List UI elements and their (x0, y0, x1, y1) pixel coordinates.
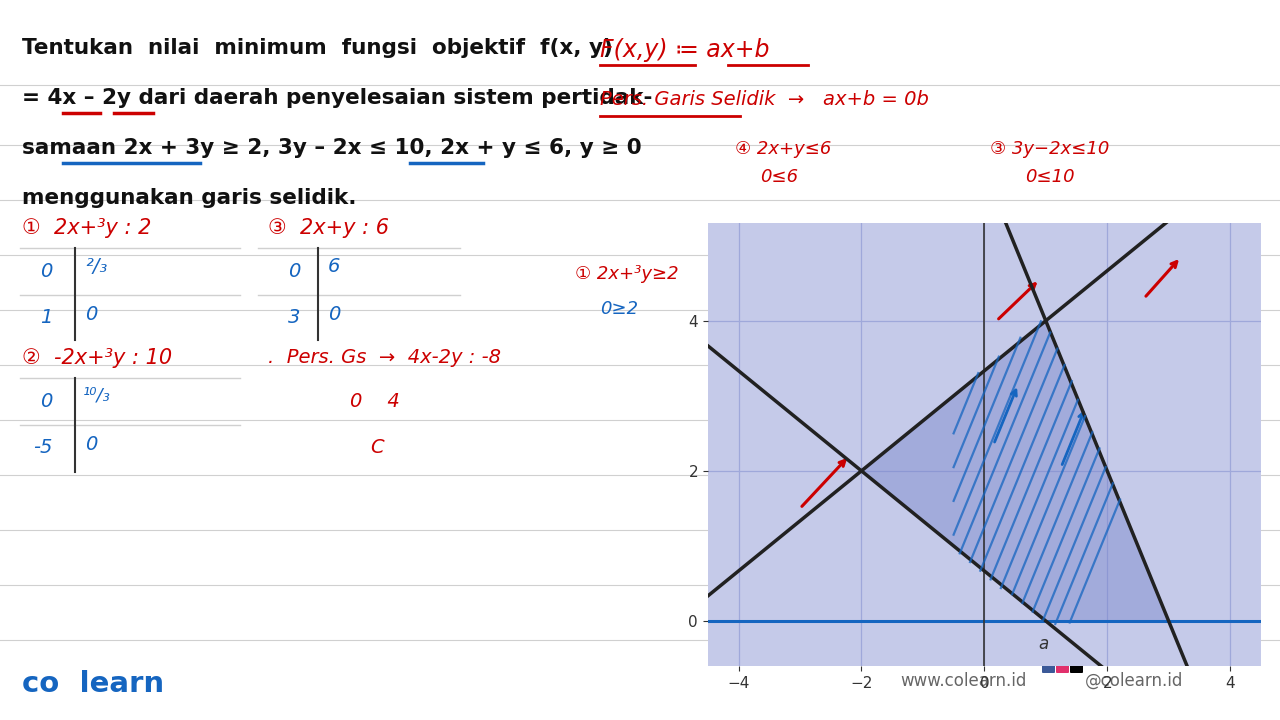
Text: ②  -2x+³y : 10: ② -2x+³y : 10 (22, 348, 172, 368)
Text: Pers. Garis Selidik  →   ax+b = 0b: Pers. Garis Selidik → ax+b = 0b (600, 90, 929, 109)
Text: 1: 1 (40, 308, 52, 327)
Text: ① 2x+³y≥2: ① 2x+³y≥2 (575, 265, 678, 283)
Text: -5: -5 (33, 438, 52, 457)
Text: .  Pers. Gs  →  4x-2y : -8: . Pers. Gs → 4x-2y : -8 (268, 348, 500, 367)
Text: ④ 2x+y≤6: ④ 2x+y≤6 (735, 140, 832, 158)
Text: F(x,y) ≔ ax+b: F(x,y) ≔ ax+b (600, 38, 769, 62)
Text: 0: 0 (84, 305, 97, 324)
Text: samaan 2x + 3y ≥ 2, 3y – 2x ≤ 10, 2x + y ≤ 6, y ≥ 0: samaan 2x + 3y ≥ 2, 3y – 2x ≤ 10, 2x + y… (22, 138, 641, 158)
Text: 0    4: 0 4 (349, 392, 399, 411)
Text: menggunakan garis selidik.: menggunakan garis selidik. (22, 188, 357, 208)
Text: co  learn: co learn (22, 670, 164, 698)
Text: 0≥2: 0≥2 (600, 300, 639, 318)
FancyBboxPatch shape (1070, 656, 1083, 673)
Text: @colearn.id: @colearn.id (1085, 672, 1184, 690)
Text: ①  2x+³y : 2: ① 2x+³y : 2 (22, 218, 151, 238)
Text: 0≤10: 0≤10 (1025, 168, 1075, 186)
FancyBboxPatch shape (1056, 656, 1069, 673)
Text: 0: 0 (40, 262, 52, 281)
Text: ¹⁰/₃: ¹⁰/₃ (83, 386, 111, 404)
Text: www.colearn.id: www.colearn.id (900, 672, 1027, 690)
Text: 0: 0 (288, 262, 301, 281)
Text: 6: 6 (328, 257, 340, 276)
Text: ③ 3y−2x≤10: ③ 3y−2x≤10 (989, 140, 1110, 158)
Text: 3: 3 (288, 308, 301, 327)
Text: Tentukan  nilai  minimum  fungsi  objektif  f(x, y): Tentukan nilai minimum fungsi objektif f… (22, 38, 613, 58)
Text: 0: 0 (328, 305, 340, 324)
Text: a: a (1038, 636, 1048, 654)
FancyBboxPatch shape (1042, 656, 1055, 673)
Text: 0: 0 (40, 392, 52, 411)
Text: 0: 0 (84, 435, 97, 454)
Text: = 4x – 2y dari daerah penyelesaian sistem pertidak-: = 4x – 2y dari daerah penyelesaian siste… (22, 88, 653, 108)
Text: 0≤6: 0≤6 (760, 168, 799, 186)
Text: ③  2x+y : 6: ③ 2x+y : 6 (268, 218, 389, 238)
Text: C: C (370, 438, 384, 457)
Text: ²/₃: ²/₃ (84, 257, 108, 276)
